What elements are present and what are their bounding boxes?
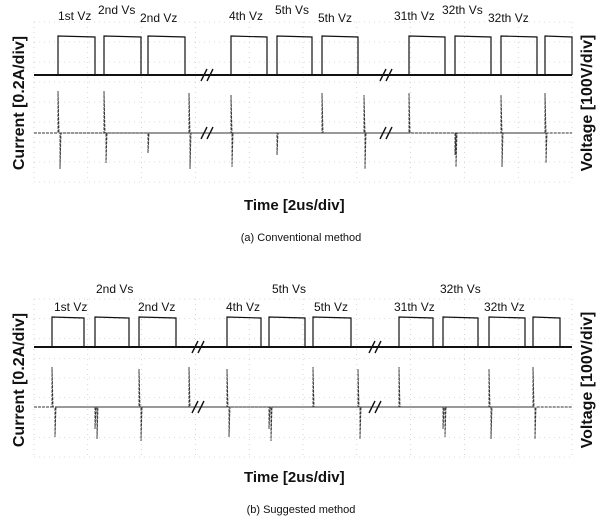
break-marker bbox=[374, 400, 382, 414]
current-trace bbox=[34, 366, 572, 442]
period-label: 2nd Vs bbox=[98, 3, 135, 17]
break-marker bbox=[200, 68, 208, 82]
y-axis-label-left-b: Current [0.2A/div] bbox=[11, 312, 28, 448]
scope-plot-a: 1st Vz 2nd Vs 2nd Vz 4th Vz 5th Vs 5th Vz 31th… bbox=[33, 3, 573, 183]
period-label: 5th Vz bbox=[318, 11, 352, 25]
current-trace bbox=[34, 90, 572, 170]
y-axis-label-right-a: Voltage [100V/div] bbox=[579, 34, 596, 172]
break-marker bbox=[385, 68, 393, 82]
break-marker bbox=[368, 340, 376, 354]
y-axis-label-right-b: Voltage [100V/div] bbox=[579, 311, 596, 449]
grid bbox=[33, 21, 573, 183]
x-axis-label-b: Time [2us/div] bbox=[244, 469, 345, 486]
period-label: 1st Vz bbox=[58, 9, 91, 23]
caption-a: (a) Conventional method bbox=[240, 232, 362, 244]
period-label: 5th Vs bbox=[272, 282, 306, 296]
break-marker bbox=[200, 126, 208, 140]
break-marker bbox=[191, 400, 199, 414]
break-marker bbox=[374, 340, 382, 354]
break-marker bbox=[368, 400, 376, 414]
period-label: 32th Vs bbox=[442, 3, 483, 17]
period-label: 31th Vz bbox=[394, 300, 435, 314]
chart-panel-b: 2nd Vs 1st Vz 2nd Vz 4th Vz 5th Vs 5th Vz 32th… bbox=[0, 261, 602, 522]
break-marker bbox=[197, 400, 205, 414]
scope-plot-b: 2nd Vs 1st Vz 2nd Vz 4th Vz 5th Vs 5th Vz 32th… bbox=[33, 282, 573, 458]
voltage-trace bbox=[34, 316, 572, 348]
y-axis-label-left-a: Current [0.2A/div] bbox=[11, 35, 28, 171]
caption-b: (b) Suggested method bbox=[246, 504, 356, 516]
chart-panel-a: 1st Vz 2nd Vs 2nd Vz 4th Vz 5th Vs 5th Vz 31th… bbox=[11, 3, 596, 244]
break-marker bbox=[197, 340, 205, 354]
period-label: 4th Vz bbox=[229, 9, 263, 23]
period-label: 4th Vz bbox=[226, 300, 260, 314]
period-label: 5th Vs bbox=[275, 3, 309, 17]
break-marker bbox=[191, 340, 199, 354]
break-marker bbox=[379, 68, 387, 82]
period-label: 5th Vz bbox=[314, 300, 348, 314]
period-label: 32th Vs bbox=[440, 282, 481, 296]
period-label: 1st Vz bbox=[54, 300, 87, 314]
break-marker bbox=[206, 68, 214, 82]
period-label: 2nd Vz bbox=[138, 300, 175, 314]
break-marker bbox=[379, 126, 387, 140]
break-marker bbox=[206, 126, 214, 140]
period-label: 2nd Vs bbox=[96, 282, 133, 296]
period-label: 32th Vz bbox=[488, 11, 529, 25]
period-label: 32th Vz bbox=[484, 300, 525, 314]
period-label: 2nd Vz bbox=[140, 11, 177, 25]
break-marker bbox=[385, 126, 393, 140]
x-axis-label-a: Time [2us/div] bbox=[244, 197, 345, 214]
period-label: 31th Vz bbox=[394, 9, 435, 23]
